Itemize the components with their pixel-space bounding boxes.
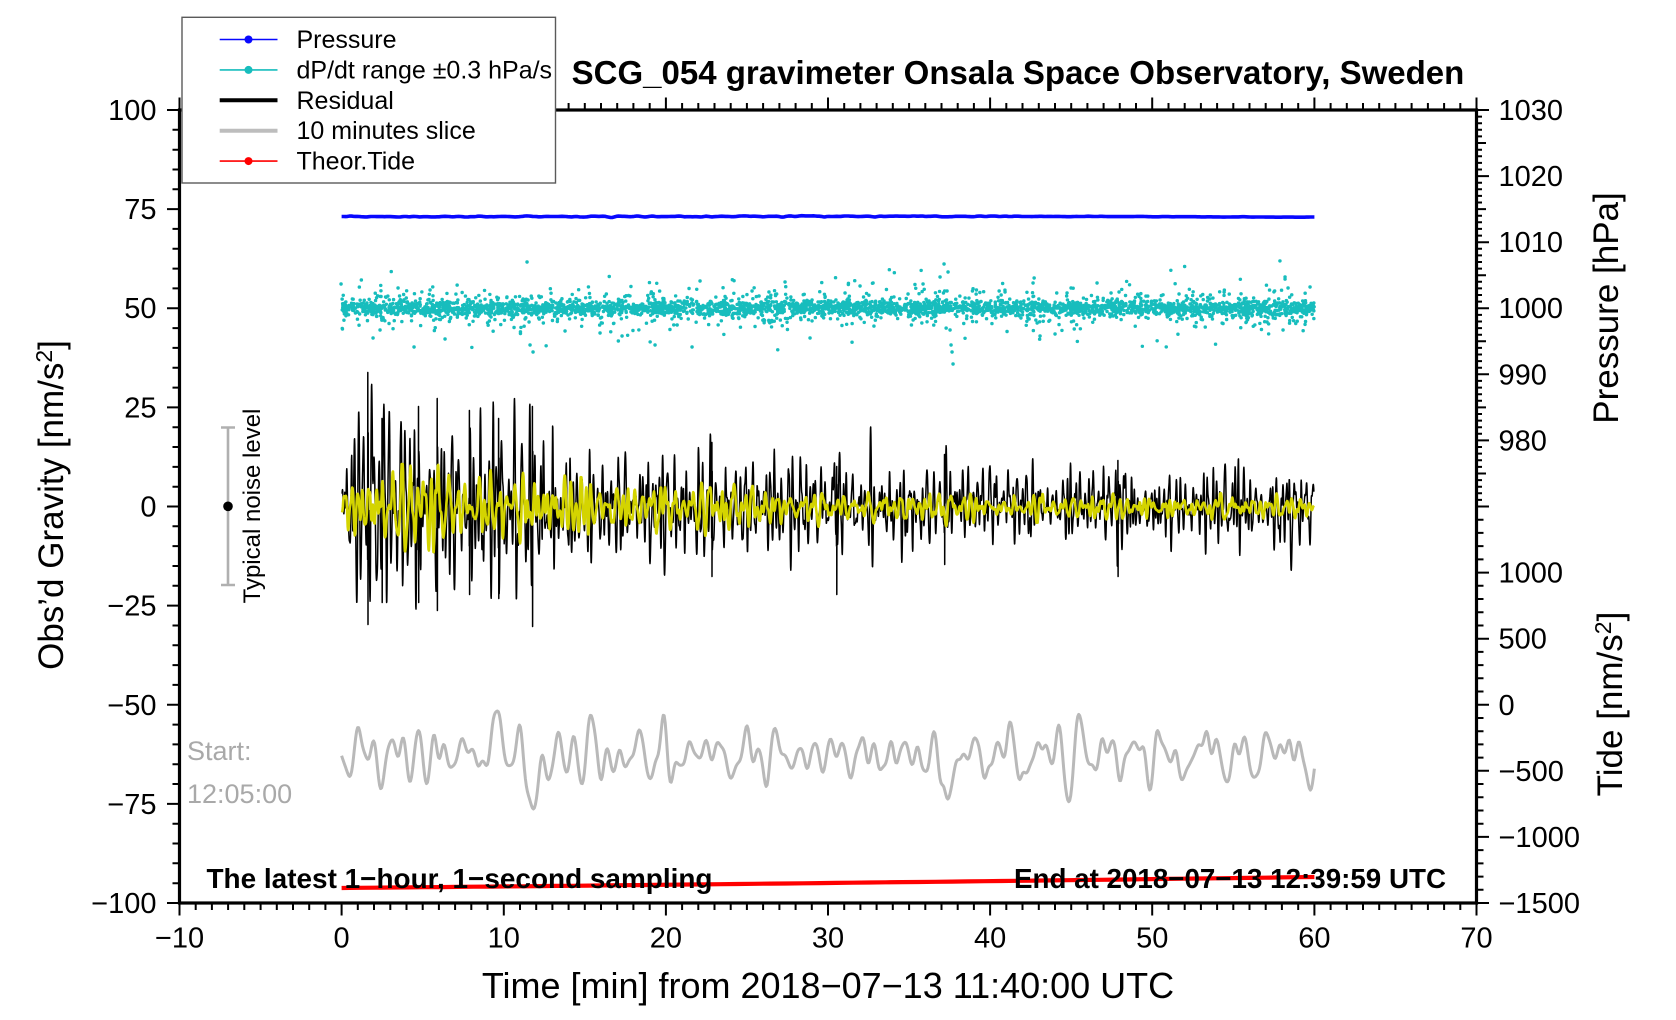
svg-text:−1000: −1000 [1499, 822, 1580, 854]
svg-text:12:05:00: 12:05:00 [187, 779, 292, 809]
svg-text:1010: 1010 [1499, 227, 1564, 259]
svg-text:40: 40 [974, 923, 1006, 955]
svg-text:−50: −50 [107, 690, 156, 722]
svg-text:Tide [nm/s2]: Tide [nm/s2] [1590, 612, 1630, 797]
svg-text:End at 2018−07−13 12:39:59 UTC: End at 2018−07−13 12:39:59 UTC [1014, 863, 1446, 894]
svg-text:dP/dt range ±0.3 hPa/s: dP/dt range ±0.3 hPa/s [297, 56, 553, 84]
svg-text:0: 0 [1499, 690, 1515, 722]
svg-text:30: 30 [812, 923, 844, 955]
svg-text:The latest 1−hour, 1−second sa: The latest 1−hour, 1−second sampling [207, 863, 713, 894]
svg-text:1030: 1030 [1499, 95, 1564, 127]
svg-text:0: 0 [140, 492, 156, 524]
svg-text:−1500: −1500 [1499, 888, 1580, 920]
svg-text:Time [min] from 2018−07−13 11:: Time [min] from 2018−07−13 11:40:00 UTC [482, 965, 1174, 1006]
svg-text:500: 500 [1499, 624, 1547, 656]
svg-text:Residual: Residual [297, 87, 394, 115]
svg-text:70: 70 [1460, 923, 1492, 955]
svg-text:Start:: Start: [187, 736, 252, 766]
svg-text:Pressure: Pressure [297, 26, 397, 54]
svg-text:SCG_054 gravimeter Onsala Spac: SCG_054 gravimeter Onsala Space Observat… [572, 54, 1465, 91]
svg-text:25: 25 [124, 392, 156, 424]
svg-text:50: 50 [124, 293, 156, 325]
svg-text:1020: 1020 [1499, 161, 1564, 193]
svg-text:75: 75 [124, 194, 156, 226]
svg-text:50: 50 [1136, 923, 1168, 955]
svg-text:−10: −10 [155, 923, 204, 955]
svg-text:1000: 1000 [1499, 558, 1564, 590]
svg-text:10 minutes slice: 10 minutes slice [297, 117, 476, 145]
svg-text:Obs’d Gravity [nm/s2]: Obs’d Gravity [nm/s2] [31, 340, 71, 670]
svg-text:−100: −100 [91, 888, 156, 920]
svg-text:0: 0 [334, 923, 350, 955]
svg-text:Pressure [hPa]: Pressure [hPa] [1587, 192, 1626, 424]
svg-text:60: 60 [1298, 923, 1330, 955]
svg-text:Typical noise level: Typical noise level [239, 409, 266, 604]
svg-text:980: 980 [1499, 425, 1547, 457]
svg-text:20: 20 [650, 923, 682, 955]
svg-text:100: 100 [108, 95, 156, 127]
svg-text:10: 10 [488, 923, 520, 955]
svg-text:−25: −25 [107, 591, 156, 623]
svg-text:Theor.Tide: Theor.Tide [297, 148, 416, 176]
svg-text:1000: 1000 [1499, 293, 1564, 325]
svg-text:−500: −500 [1499, 756, 1564, 788]
svg-text:990: 990 [1499, 359, 1547, 391]
svg-text:−75: −75 [107, 789, 156, 821]
